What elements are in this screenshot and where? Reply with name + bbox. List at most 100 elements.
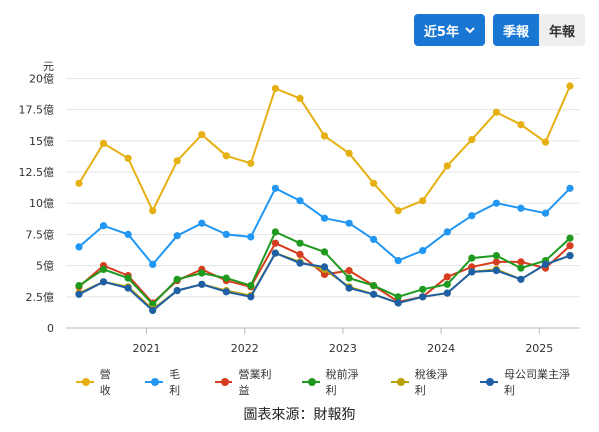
legend-item[interactable]: 毛利	[145, 366, 188, 398]
legend-item[interactable]: 營收	[76, 366, 119, 398]
data-point	[517, 121, 525, 129]
y-tick-label: 12.5億	[19, 166, 55, 179]
data-point	[492, 267, 500, 275]
y-tick-label: 0	[47, 322, 54, 335]
chart-controls: 近5年 季報 年報	[413, 14, 585, 46]
data-point	[296, 94, 304, 102]
data-point	[124, 230, 132, 238]
data-point	[370, 282, 378, 290]
range-dropdown-button[interactable]: 近5年	[413, 14, 485, 46]
legend-item[interactable]: 營業利益	[214, 366, 278, 398]
legend-item[interactable]: 稅前淨利	[301, 366, 365, 398]
legend-marker-icon	[76, 376, 94, 388]
x-tick-label: 2022	[231, 342, 259, 355]
data-point	[492, 252, 500, 260]
data-point	[419, 197, 427, 205]
data-point	[443, 162, 451, 170]
data-point	[468, 136, 476, 144]
y-tick-label: 20億	[29, 72, 54, 85]
data-point	[247, 293, 255, 301]
chart-series	[75, 82, 574, 315]
data-point	[492, 199, 500, 207]
data-point	[419, 293, 427, 301]
data-point	[124, 154, 132, 162]
legend-marker-icon	[390, 376, 409, 388]
y-tick-label: 7.5億	[26, 228, 55, 241]
legend-marker-icon	[145, 376, 163, 388]
data-point	[443, 289, 451, 297]
data-point	[320, 132, 329, 140]
data-point	[271, 249, 279, 257]
data-point	[370, 179, 378, 187]
data-point	[566, 234, 574, 242]
data-point	[566, 242, 574, 250]
data-point	[75, 290, 83, 298]
data-point	[541, 260, 550, 268]
data-point	[517, 264, 525, 272]
legend-item[interactable]: 稅後淨利	[390, 366, 454, 398]
y-tick-label: 5億	[36, 260, 54, 273]
data-point	[99, 265, 108, 273]
data-point	[296, 250, 304, 258]
data-point	[173, 275, 181, 283]
x-tick-label: 2023	[329, 342, 357, 355]
chevron-down-icon	[465, 23, 475, 38]
legend-marker-icon	[480, 376, 498, 388]
legend-label: 稅前淨利	[325, 368, 359, 397]
data-point	[99, 222, 108, 230]
legend-label: 營收	[99, 368, 111, 397]
data-point	[173, 287, 181, 295]
data-point	[247, 159, 255, 167]
y-tick-label: 15億	[29, 135, 54, 148]
data-point	[222, 152, 230, 160]
data-point	[296, 239, 304, 247]
data-point	[468, 263, 476, 271]
legend-item[interactable]: 母公司業主淨利	[480, 366, 573, 398]
data-point	[222, 230, 230, 238]
x-tick-label: 2021	[133, 342, 161, 355]
x-axis: 2021 2022 2023 2024 2025	[133, 328, 553, 355]
series-0	[75, 82, 574, 215]
data-point	[566, 184, 574, 192]
legend-label: 毛利	[169, 368, 181, 397]
y-axis-unit: 元	[43, 60, 54, 73]
data-point	[124, 274, 132, 282]
data-point	[566, 252, 574, 260]
quarterly-button[interactable]: 季報	[492, 14, 539, 46]
data-point	[271, 228, 279, 236]
data-point	[443, 228, 451, 236]
data-point	[99, 139, 108, 147]
y-tick-label: 10億	[29, 197, 54, 210]
data-point	[394, 293, 402, 301]
data-point	[149, 300, 157, 308]
data-point	[345, 219, 353, 227]
data-point	[75, 243, 83, 251]
data-point	[198, 269, 206, 277]
data-point	[222, 288, 230, 296]
chart-source: 圖表來源：財報狗	[243, 407, 356, 423]
period-toggle: 季報 年報	[492, 14, 585, 46]
legend-label: 母公司業主淨利	[504, 368, 571, 397]
data-point	[271, 84, 279, 93]
data-point	[394, 207, 402, 215]
data-point	[468, 254, 476, 262]
range-label: 近5年	[423, 24, 459, 40]
series-3	[75, 228, 574, 308]
data-point	[394, 299, 402, 307]
legend-marker-icon	[214, 376, 233, 388]
data-point	[345, 284, 353, 292]
data-point	[149, 306, 157, 315]
x-tick-label: 2025	[525, 342, 553, 355]
series-5	[75, 249, 574, 315]
data-point	[394, 257, 402, 265]
data-point	[468, 212, 476, 220]
data-point	[222, 274, 230, 282]
data-point	[296, 197, 304, 205]
data-point	[541, 138, 550, 146]
x-tick-label: 2024	[427, 342, 455, 355]
annual-button[interactable]: 年報	[538, 14, 585, 46]
data-point	[492, 108, 500, 116]
data-point	[75, 282, 83, 290]
data-point	[320, 263, 329, 271]
